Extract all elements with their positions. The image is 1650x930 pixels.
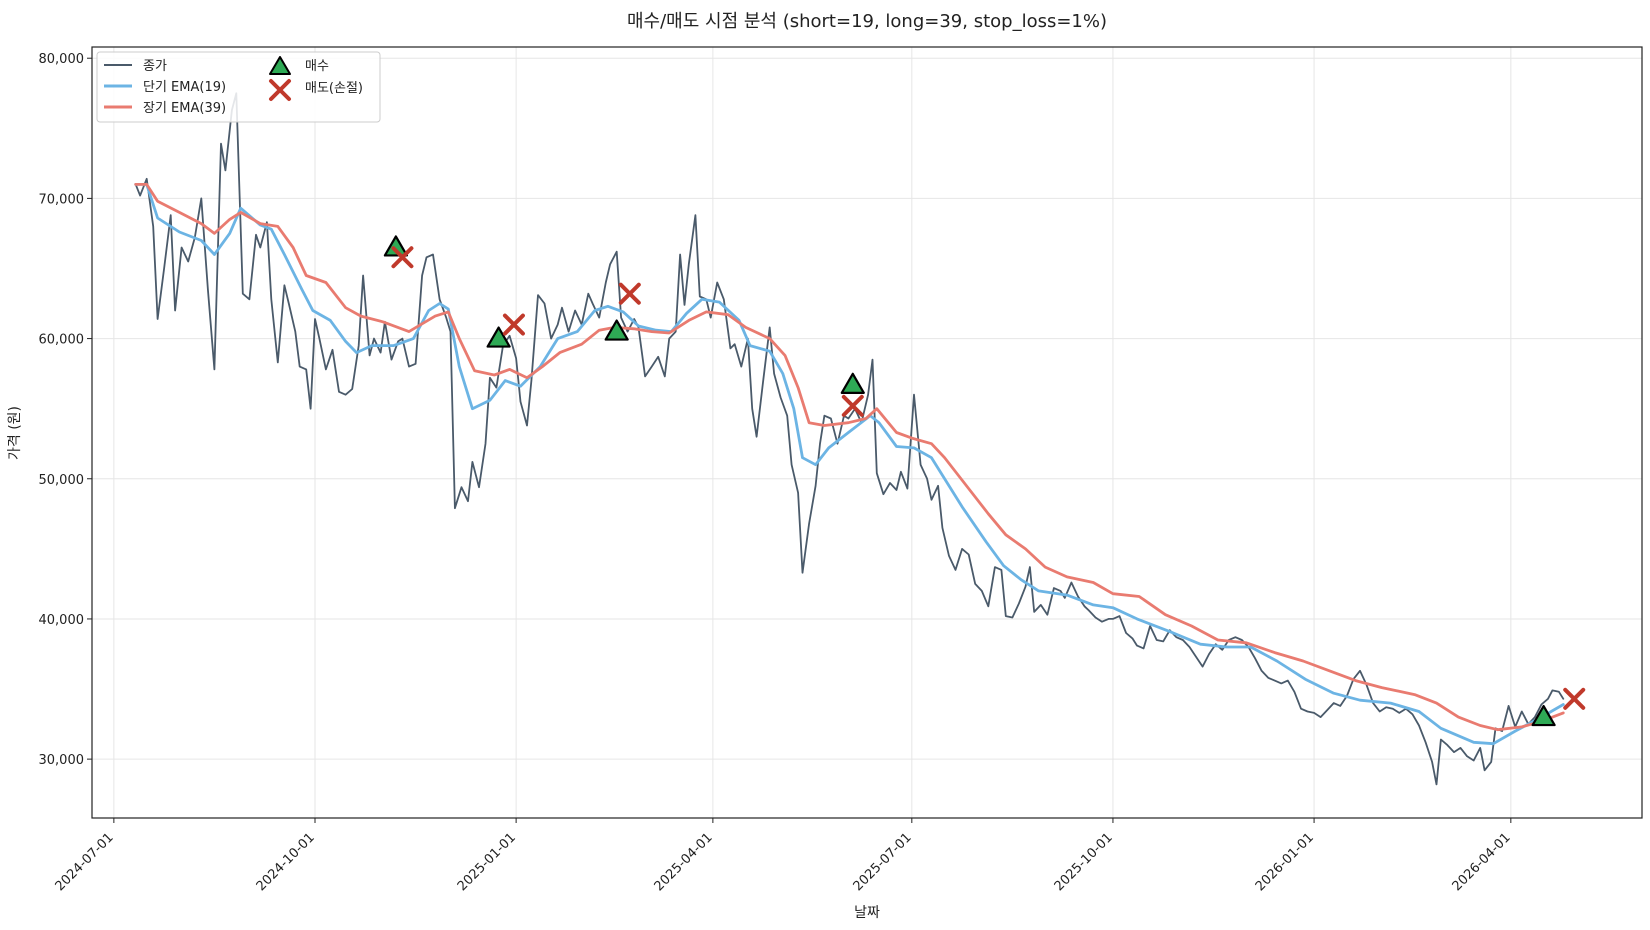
y-axis-label: 가격 (원) (7, 406, 23, 460)
series-layer (134, 92, 1565, 786)
chart-title: 매수/매도 시점 분석 (short=19, long=39, stop_los… (627, 11, 1107, 32)
sell-marker (618, 282, 641, 305)
x-axis-label: 날짜 (854, 905, 880, 921)
legend-label-short-ema: 단기 EMA(19) (143, 80, 226, 95)
buy-marker (840, 372, 865, 394)
grid (92, 47, 1642, 818)
y-tick-label: 60,000 (39, 333, 85, 348)
marker-layer (383, 235, 1586, 727)
series-line-short-ema (134, 182, 1565, 746)
legend-label-buy: 매수 (305, 59, 329, 74)
y-tick-label: 40,000 (39, 613, 85, 628)
sell-marker (502, 313, 525, 336)
sell-marker (841, 394, 864, 417)
series-line-close (134, 92, 1565, 786)
y-tick-label: 80,000 (39, 52, 85, 67)
legend-box (96, 51, 381, 123)
buy-marker (486, 326, 511, 348)
series-line-long-ema (134, 182, 1565, 732)
legend-swatch-sell (269, 79, 291, 101)
buy-marker (604, 319, 629, 341)
sell-marker (1563, 687, 1586, 710)
y-tick-label: 50,000 (39, 473, 85, 488)
buy-marker (1531, 704, 1556, 727)
legend-label-sell: 매도(손절) (305, 81, 363, 96)
legend-swatch-buy (269, 56, 291, 75)
legend-label-close: 종가 (143, 59, 167, 74)
y-tick-label: 30,000 (39, 753, 85, 768)
buy-marker (383, 235, 408, 257)
legend-label-long-ema: 장기 EMA(39) (143, 101, 226, 116)
sell-marker (391, 246, 414, 269)
plot-frame (91, 46, 1643, 819)
y-axis-ticks: 30,000 40,000 50,000 60,000 70,000 80,000 (39, 52, 92, 768)
y-tick-label: 70,000 (39, 192, 85, 207)
legend: 종가 단기 EMA(19) 장기 EMA(39) 매수 매도(손절) (96, 51, 381, 123)
